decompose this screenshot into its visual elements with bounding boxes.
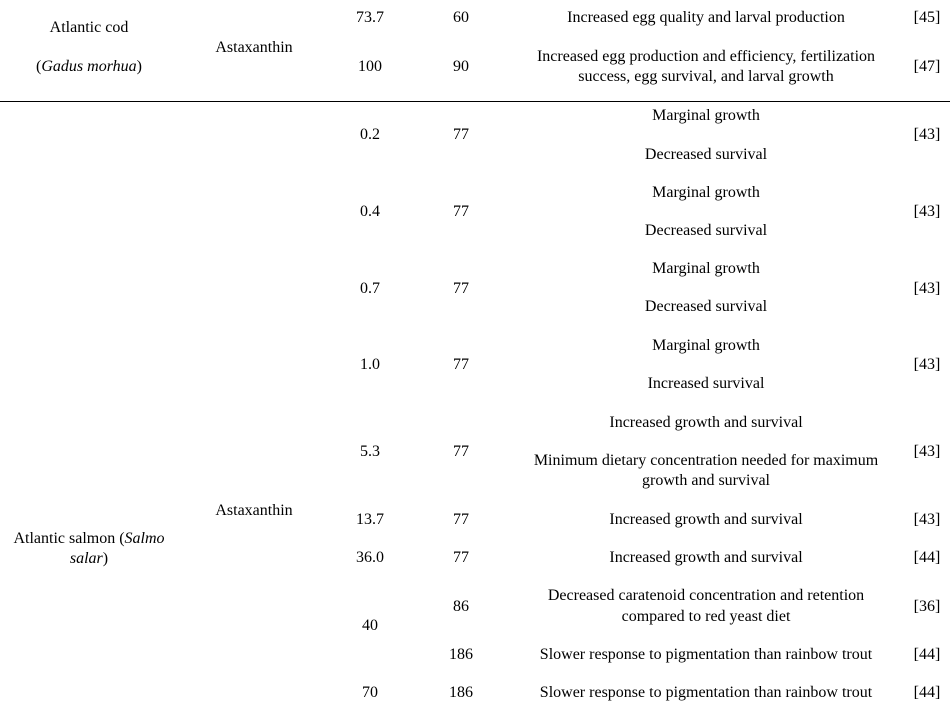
salmon-row-2-ref: [43] xyxy=(913,203,941,220)
salmon-row-5-ref: [43] xyxy=(913,443,941,460)
salmon-row-7-ref: [44] xyxy=(913,549,941,566)
salmon-row-1-dur: 77 xyxy=(453,126,469,143)
section-divider xyxy=(0,101,950,102)
cod-row-2-dur: 90 xyxy=(453,58,469,75)
salmon-row-8-effect-a: Decreased caratenoid concentration and r… xyxy=(547,587,865,604)
salmon-row-4-dur: 77 xyxy=(453,356,469,373)
cod-row-2-ref: [47] xyxy=(913,58,941,75)
salmon-row-6-effect-a: Increased growth and survival xyxy=(609,511,803,528)
cod-row-1-ref: [45] xyxy=(913,9,941,26)
salmon-row-9-effect-a: Slower response to pigmentation than rai… xyxy=(539,646,873,663)
salmon-row-10-dur: 186 xyxy=(449,684,473,701)
salmon-row-5-effect-a: Increased growth and survival xyxy=(609,414,803,431)
species-salmon-line-1: Atlantic salmon (Salmo xyxy=(13,530,165,547)
salmon-row-9-ref: [44] xyxy=(913,646,941,663)
salmon-row-9-dur: 186 xyxy=(449,646,473,663)
salmon-row-5-effect-b: Minimum dietary concentration needed for… xyxy=(533,452,879,469)
salmon-row-6-conc: 13.7 xyxy=(356,511,384,528)
salmon-row-1-ref: [43] xyxy=(913,126,941,143)
salmon-row-4-conc: 1.0 xyxy=(360,356,380,373)
salmon-row-8-dur: 86 xyxy=(453,598,469,615)
species-cod-name: Atlantic cod xyxy=(49,19,129,36)
species-salmon-line-2: salar) xyxy=(69,550,109,567)
compound-salmon: Astaxanthin xyxy=(215,502,293,519)
salmon-row-7-conc: 36.0 xyxy=(356,549,384,566)
salmon-row-7-effect-a: Increased growth and survival xyxy=(609,549,803,566)
cod-row-2-effect-line-1: Increased egg production and efficiency,… xyxy=(536,48,876,65)
salmon-row-8-conc: 40 xyxy=(362,617,378,634)
salmon-row-10-ref: [44] xyxy=(913,684,941,701)
species-cod-scientific: (Gadus morhua) xyxy=(36,58,142,75)
compound-cod: Astaxanthin xyxy=(215,39,293,56)
salmon-row-10-effect-a: Slower response to pigmentation than rai… xyxy=(539,684,873,701)
salmon-row-5-effect-c: growth and survival xyxy=(642,472,770,489)
cod-row-2-conc: 100 xyxy=(358,58,382,75)
salmon-row-3-effect-a: Marginal growth xyxy=(652,260,760,277)
salmon-row-5-dur: 77 xyxy=(453,443,469,460)
salmon-row-1-effect-b: Decreased survival xyxy=(644,146,768,163)
salmon-row-1-conc: 0.2 xyxy=(360,126,380,143)
cod-row-2-effect-line-2: success, egg survival, and larval growth xyxy=(578,68,834,85)
salmon-row-6-dur: 77 xyxy=(453,511,469,528)
salmon-row-4-effect-a: Marginal growth xyxy=(652,337,760,354)
salmon-row-5-conc: 5.3 xyxy=(360,443,380,460)
cod-row-1-dur: 60 xyxy=(453,9,469,26)
salmon-row-3-dur: 77 xyxy=(453,280,469,297)
cod-row-1-effect: Increased egg quality and larval product… xyxy=(567,9,845,26)
salmon-row-3-ref: [43] xyxy=(913,280,941,297)
cod-row-1-conc: 73.7 xyxy=(356,9,384,26)
salmon-row-1-effect-a: Marginal growth xyxy=(652,107,760,124)
salmon-row-4-ref: [43] xyxy=(913,356,941,373)
salmon-row-8-effect-b: compared to red yeast diet xyxy=(621,608,791,625)
salmon-row-2-conc: 0.4 xyxy=(360,203,380,220)
salmon-row-4-effect-b: Increased survival xyxy=(647,375,765,392)
salmon-row-8-ref: [36] xyxy=(913,598,941,615)
salmon-row-3-effect-b: Decreased survival xyxy=(644,298,768,315)
salmon-row-2-effect-a: Marginal growth xyxy=(652,184,760,201)
salmon-row-2-effect-b: Decreased survival xyxy=(644,222,768,239)
salmon-row-10-conc: 70 xyxy=(362,684,378,701)
salmon-row-6-ref: [43] xyxy=(913,511,941,528)
salmon-row-7-dur: 77 xyxy=(453,549,469,566)
salmon-row-2-dur: 77 xyxy=(453,203,469,220)
salmon-row-3-conc: 0.7 xyxy=(360,280,380,297)
